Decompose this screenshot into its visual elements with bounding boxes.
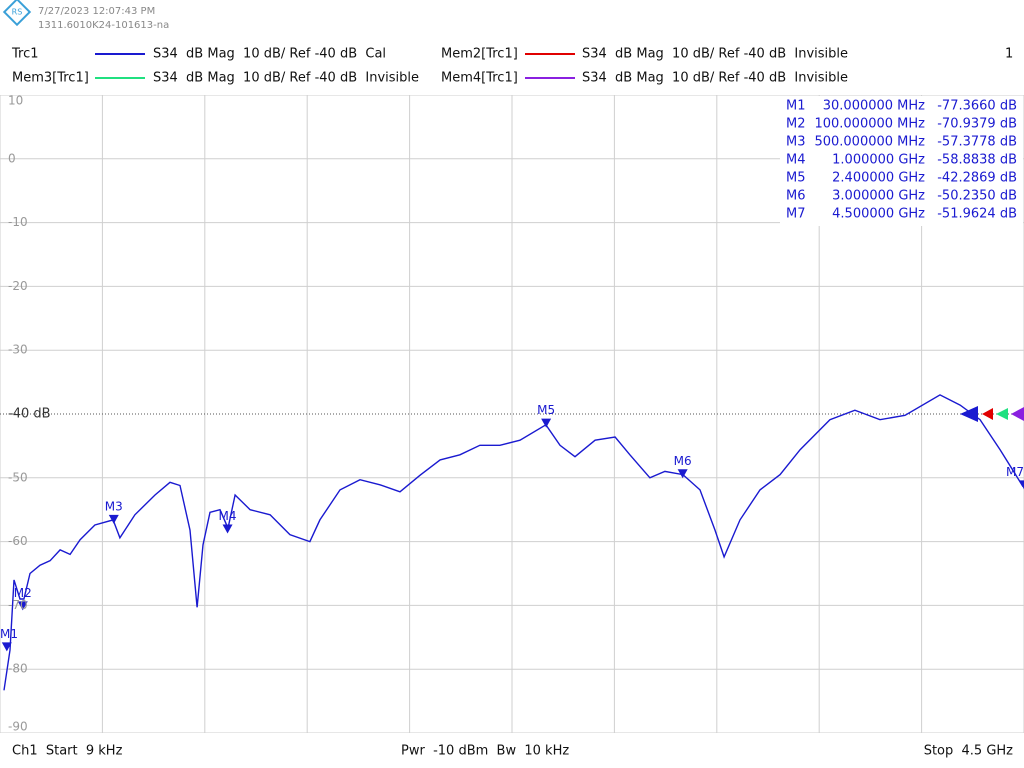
marker-label: M2 [14,586,32,600]
marker-table-x: 1.000000 GHz [832,153,925,168]
footer-right: Stop 4.5 GHz [924,744,1013,759]
trace [3,394,1024,691]
marker-table-name: M3 [786,135,806,150]
y-tick-label: -70 [8,598,28,612]
marker [17,601,28,611]
y-tick-label: -50 [8,470,28,484]
ref-indicators [960,406,1024,422]
marker-table-name: M7 [786,207,806,222]
marker [677,469,688,479]
y-tick-label: -90 [8,720,28,734]
marker-label: M1 [0,627,18,641]
y-tick-label: -60 [8,534,28,548]
y-tick-label: -40 dB [8,407,51,422]
marker-table-name: M4 [786,153,806,168]
svg-text:RS: RS [12,8,23,17]
footer-left: Ch1 Start 9 kHz [12,744,123,759]
legend-desc: S34 dB Mag 10 dB/ Ref -40 dB Invisible [153,71,419,86]
marker-label: M7 [1006,465,1024,479]
legend-name: Trc1 [11,47,39,62]
marker-table-value: -51.9624 dB [937,207,1017,222]
y-tick-label: -10 [8,215,28,229]
marker [1,642,12,652]
marker-table-value: -77.3660 dB [937,99,1017,114]
marker-table-x: 30.000000 MHz [823,99,925,114]
marker [108,514,119,524]
marker-table-x: 100.000000 MHz [814,117,925,132]
y-tick-label: 0 [8,151,16,165]
marker-table-value: -50.2350 dB [937,189,1017,204]
marker-table-name: M5 [786,171,806,186]
marker-table-name: M6 [786,189,806,204]
marker-label: M6 [674,454,692,468]
legend-desc: S34 dB Mag 10 dB/ Ref -40 dB Cal [153,47,386,62]
legend-name: Mem2[Trc1] [441,47,518,62]
legend-desc: S34 dB Mag 10 dB/ Ref -40 dB Invisible [582,71,848,86]
marker-table-name: M2 [786,117,806,132]
logo: RS [2,0,32,27]
marker-table-x: 4.500000 GHz [832,207,925,222]
marker-table-x: 3.000000 GHz [832,189,925,204]
marker-table-value: -58.8838 dB [937,153,1017,168]
y-tick-label: -20 [8,279,28,293]
y-tick-label: -30 [8,343,28,357]
marker-label: M3 [105,499,123,513]
legend-name: Mem3[Trc1] [12,71,89,86]
instrument-id: 1311.6010K24-101613-na [38,20,169,31]
legend-desc: S34 dB Mag 10 dB/ Ref -40 dB Invisible [582,47,848,62]
timestamp: 7/27/2023 12:07:43 PM [38,6,155,17]
channel-number: 1 [1005,47,1013,62]
marker-table-x: 500.000000 MHz [814,135,925,150]
marker-table-value: -57.3778 dB [937,135,1017,150]
marker-table-bg [780,96,1023,226]
marker-table-value: -70.9379 dB [937,117,1017,132]
footer-center: Pwr -10 dBm Bw 10 kHz [401,744,569,759]
marker-table-x: 2.400000 GHz [832,171,925,186]
marker-label: M5 [537,403,555,417]
marker-label: M4 [219,509,237,523]
y-tick-label: 10 [8,94,23,108]
marker [1019,480,1024,490]
marker [541,418,552,428]
y-tick-label: -80 [8,662,28,676]
marker-table-value: -42.2869 dB [937,171,1017,186]
marker-table-name: M1 [786,99,806,114]
legend-name: Mem4[Trc1] [441,71,518,86]
marker [222,524,233,534]
